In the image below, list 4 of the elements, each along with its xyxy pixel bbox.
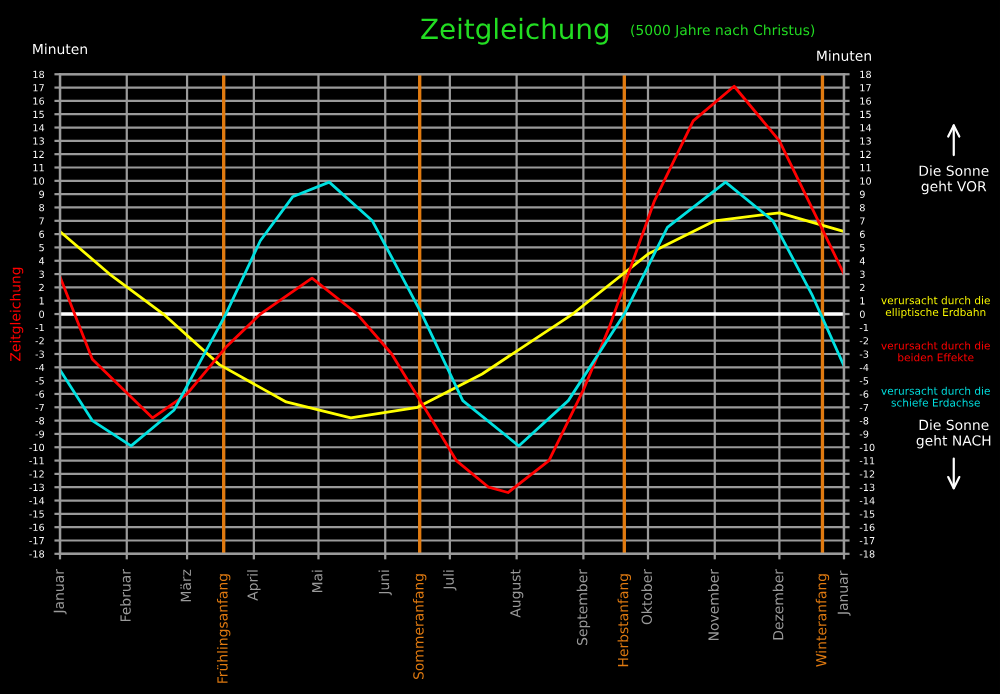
line-series	[60, 84, 844, 494]
line-series	[60, 180, 844, 448]
line-series	[60, 211, 844, 420]
chart-title: Zeitgleichung	[421, 17, 609, 45]
